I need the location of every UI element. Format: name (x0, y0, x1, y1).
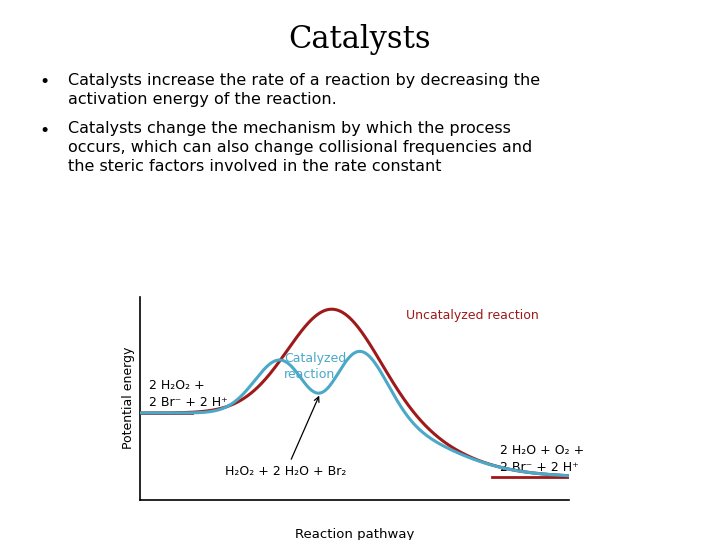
Y-axis label: Potential energy: Potential energy (122, 347, 135, 449)
Text: Reaction pathway: Reaction pathway (295, 528, 414, 540)
Text: Catalysts increase the rate of a reaction by decreasing the: Catalysts increase the rate of a reactio… (68, 73, 541, 88)
Text: 2 H₂O₂ +
2 Br⁻ + 2 H⁺: 2 H₂O₂ + 2 Br⁻ + 2 H⁺ (149, 379, 228, 409)
Text: occurs, which can also change collisional frequencies and: occurs, which can also change collisiona… (68, 140, 533, 156)
Text: activation energy of the reaction.: activation energy of the reaction. (68, 92, 337, 107)
Text: Catalyzed
reaction: Catalyzed reaction (284, 352, 346, 381)
Text: 2 H₂O + O₂ +
2 Br⁻ + 2 H⁺: 2 H₂O + O₂ + 2 Br⁻ + 2 H⁺ (500, 444, 585, 474)
Text: Uncatalyzed reaction: Uncatalyzed reaction (406, 309, 539, 322)
Text: Catalysts: Catalysts (289, 24, 431, 55)
Text: Catalysts change the mechanism by which the process: Catalysts change the mechanism by which … (68, 122, 511, 137)
Text: •: • (40, 122, 50, 139)
Text: •: • (40, 73, 50, 91)
Text: the steric factors involved in the rate constant: the steric factors involved in the rate … (68, 159, 442, 174)
Text: H₂O₂ + 2 H₂O + Br₂: H₂O₂ + 2 H₂O + Br₂ (225, 397, 347, 477)
